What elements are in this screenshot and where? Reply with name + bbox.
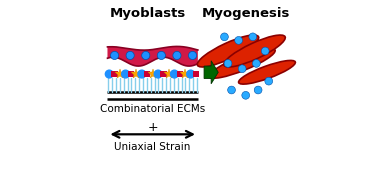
- FancyBboxPatch shape: [144, 71, 150, 77]
- Circle shape: [238, 65, 246, 73]
- Circle shape: [261, 47, 269, 55]
- Circle shape: [142, 51, 150, 60]
- FancyBboxPatch shape: [112, 71, 118, 77]
- Circle shape: [224, 60, 232, 67]
- Text: Uniaxial Strain: Uniaxial Strain: [115, 142, 191, 152]
- Circle shape: [157, 51, 166, 60]
- Circle shape: [105, 70, 113, 78]
- FancyBboxPatch shape: [128, 71, 134, 77]
- Circle shape: [154, 70, 162, 78]
- Text: +: +: [147, 121, 158, 134]
- Ellipse shape: [197, 35, 259, 67]
- Circle shape: [249, 33, 257, 41]
- Ellipse shape: [224, 35, 285, 67]
- Circle shape: [254, 86, 262, 94]
- Text: Combinatorial ECMs: Combinatorial ECMs: [100, 104, 205, 114]
- Circle shape: [253, 60, 260, 67]
- Circle shape: [265, 77, 273, 85]
- Circle shape: [138, 70, 146, 78]
- Ellipse shape: [239, 60, 295, 84]
- FancyBboxPatch shape: [160, 71, 167, 77]
- Polygon shape: [107, 46, 198, 66]
- Circle shape: [220, 33, 228, 41]
- Text: Myogenesis: Myogenesis: [201, 7, 290, 20]
- Ellipse shape: [209, 49, 275, 78]
- Circle shape: [122, 70, 129, 78]
- Text: Myoblasts: Myoblasts: [110, 7, 186, 20]
- Circle shape: [235, 37, 243, 44]
- Circle shape: [126, 51, 134, 60]
- Circle shape: [228, 86, 235, 94]
- Polygon shape: [204, 61, 218, 84]
- Circle shape: [170, 70, 178, 78]
- Circle shape: [110, 51, 119, 60]
- Circle shape: [242, 91, 249, 99]
- FancyBboxPatch shape: [193, 71, 199, 77]
- Circle shape: [189, 51, 197, 60]
- Circle shape: [187, 70, 195, 78]
- FancyBboxPatch shape: [177, 71, 183, 77]
- Circle shape: [173, 51, 181, 60]
